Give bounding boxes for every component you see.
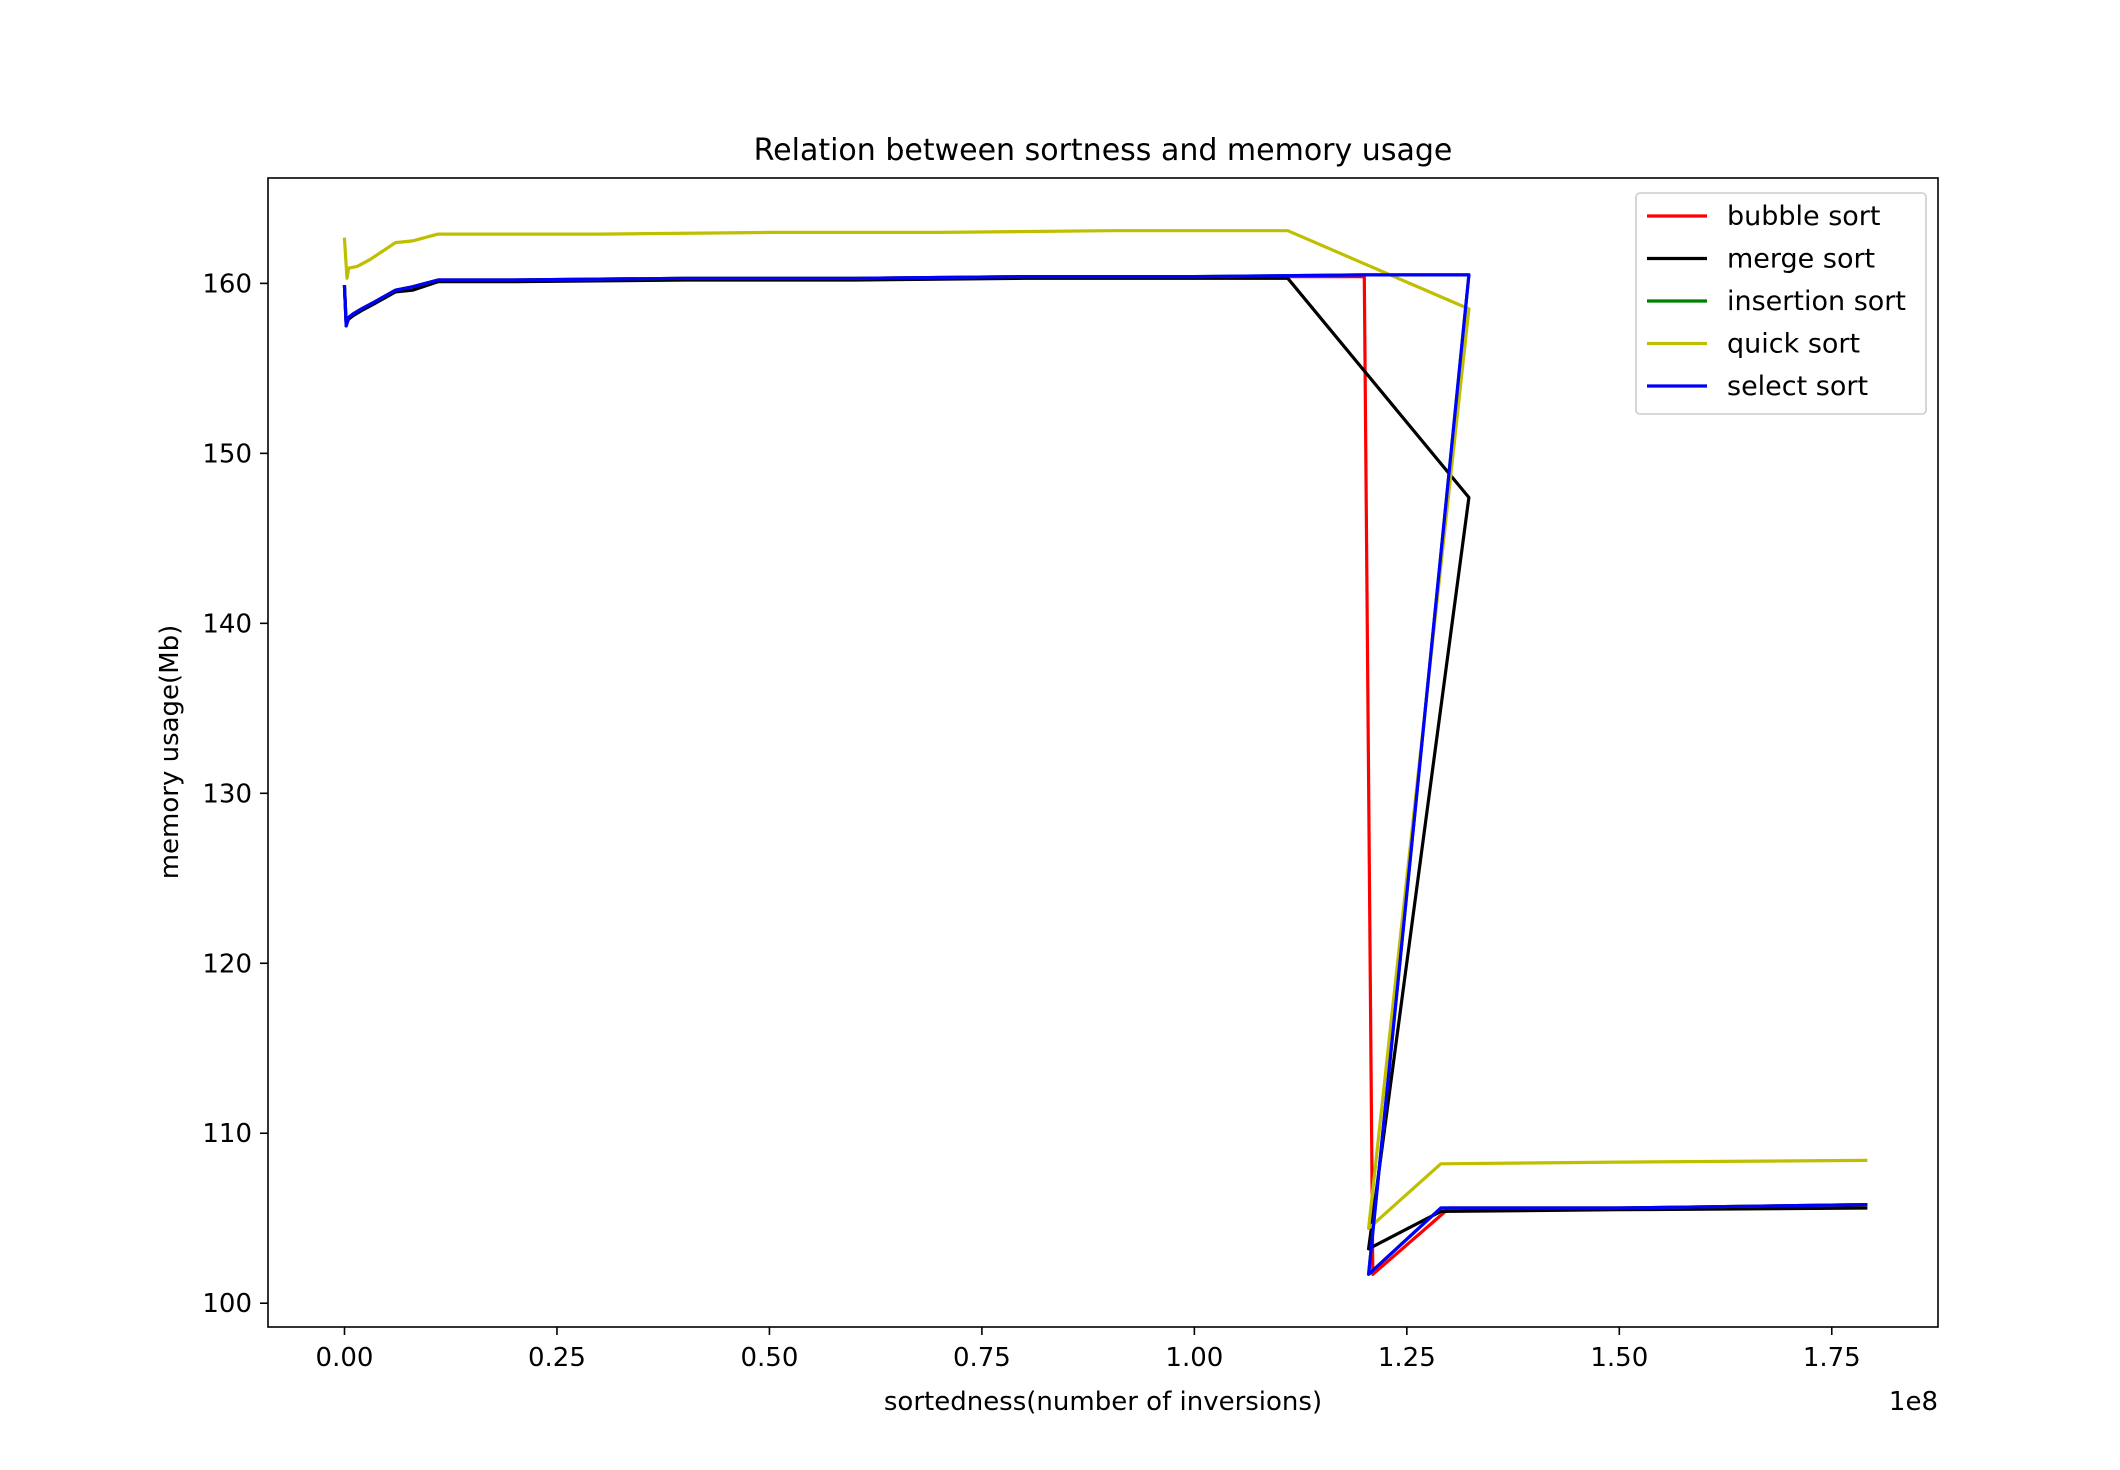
legend: bubble sort merge sort insertion sort quick… bbox=[1635, 192, 1927, 415]
legend-label: insertion sort bbox=[1727, 286, 1906, 317]
x-tick-label: 1.50 bbox=[1590, 1343, 1648, 1373]
legend-frame bbox=[1635, 192, 1927, 415]
y-tick-label: 160 bbox=[202, 269, 252, 299]
y-axis-label: memory usage(Mb) bbox=[155, 625, 185, 880]
legend-label: bubble sort bbox=[1727, 201, 1881, 232]
x-tick-label: 0.25 bbox=[528, 1343, 586, 1373]
x-tick-label: 1.75 bbox=[1803, 1343, 1861, 1373]
x-tick-label: 0.75 bbox=[953, 1343, 1011, 1373]
series-line-3 bbox=[342, 229, 1868, 1231]
x-axis-offset-text: 1e8 bbox=[1889, 1387, 1938, 1417]
chart-title: Relation between sortness and memory usa… bbox=[754, 133, 1453, 168]
series-layer bbox=[342, 229, 1868, 1276]
x-axis-label: sortedness(number of inversions) bbox=[884, 1387, 1322, 1417]
y-tick-label: 140 bbox=[202, 609, 252, 639]
legend-label: quick sort bbox=[1727, 329, 1860, 360]
y-axis: 100 110 120 130 140 150 160 bbox=[202, 269, 268, 1319]
y-tick-label: 110 bbox=[202, 1119, 252, 1149]
y-tick-label: 120 bbox=[202, 949, 252, 979]
y-tick-label: 130 bbox=[202, 779, 252, 809]
plot-frame bbox=[267, 177, 1939, 1328]
x-tick-label: 1.00 bbox=[1165, 1343, 1223, 1373]
x-axis: 0.00 0.25 0.50 0.75 1.00 1.25 1.50 1.75 bbox=[316, 1327, 1861, 1373]
x-tick-label: 1.25 bbox=[1378, 1343, 1436, 1373]
series-line-4 bbox=[342, 273, 1868, 1276]
legend-label: select sort bbox=[1727, 371, 1868, 402]
y-tick-label: 150 bbox=[202, 439, 252, 469]
legend-label: merge sort bbox=[1727, 244, 1875, 275]
y-tick-label: 100 bbox=[202, 1289, 252, 1319]
x-tick-label: 0.00 bbox=[316, 1343, 374, 1373]
x-tick-label: 0.50 bbox=[740, 1343, 798, 1373]
